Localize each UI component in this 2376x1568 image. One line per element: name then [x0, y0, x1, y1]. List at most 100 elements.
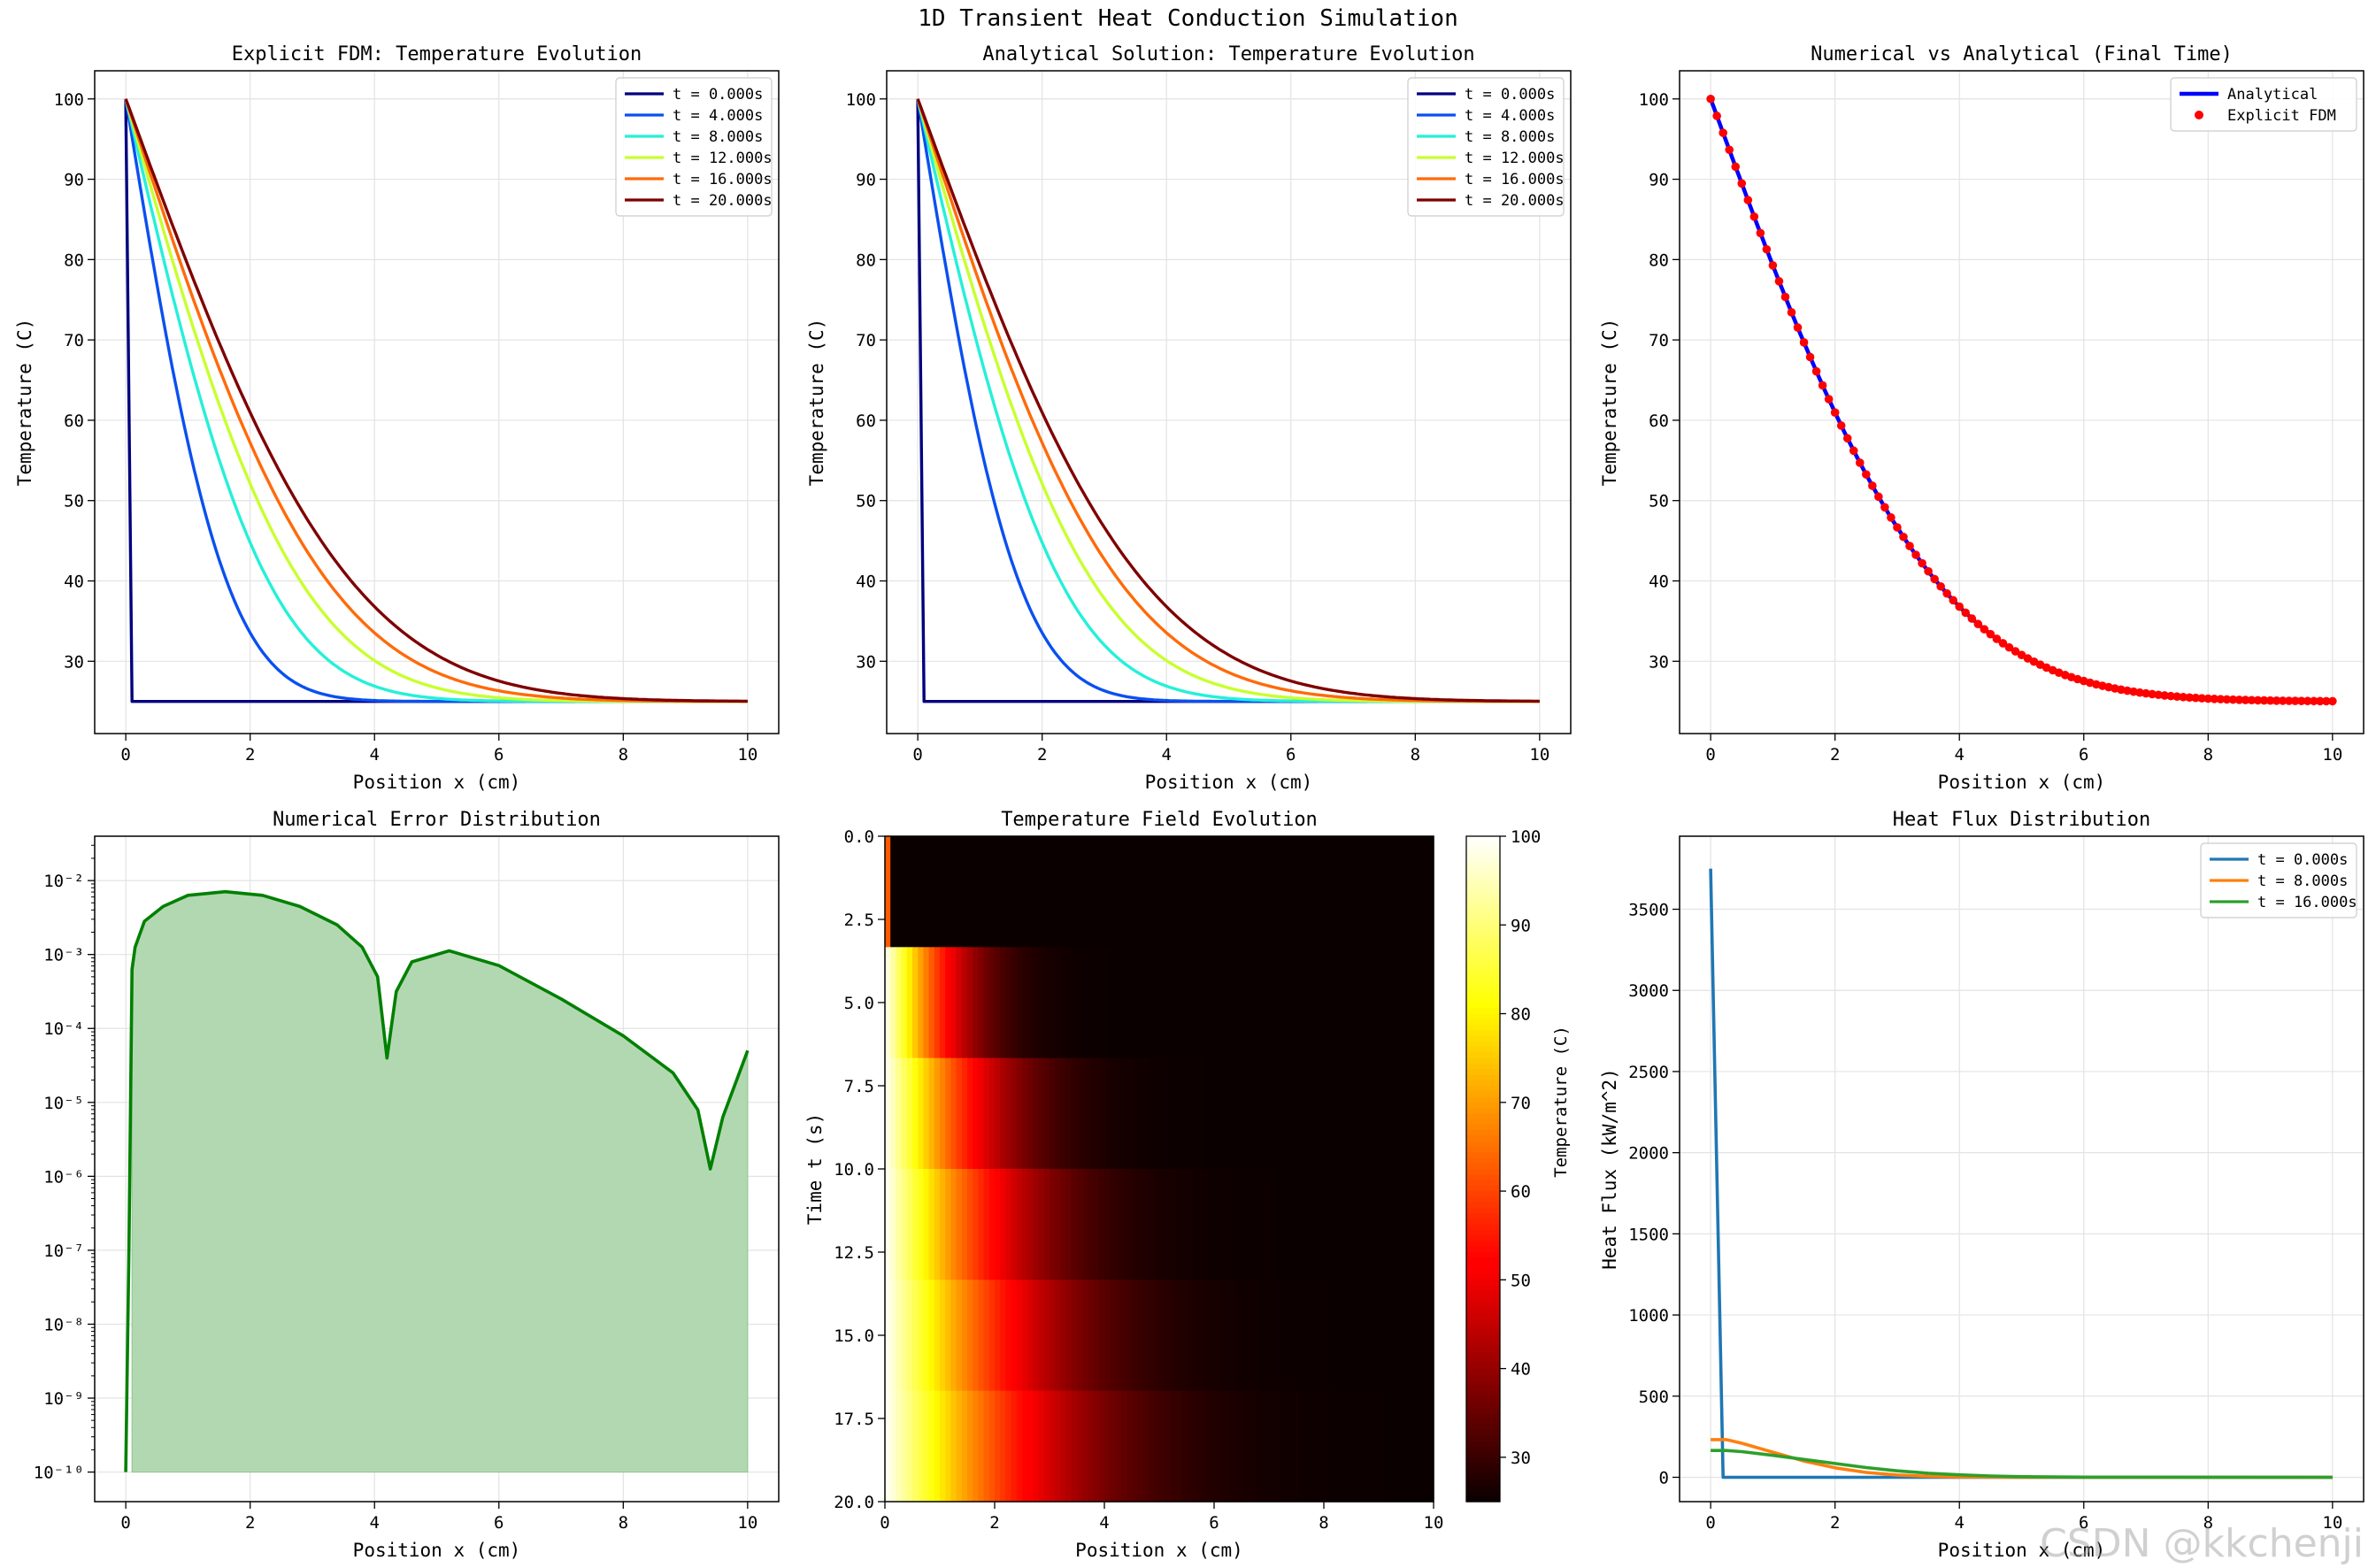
heatmap-cell	[1011, 1057, 1018, 1170]
colorbar-segment	[1466, 1202, 1500, 1209]
x-tick-label: 6	[494, 745, 504, 765]
heatmap-cell	[1285, 1280, 1292, 1392]
fdm-point	[2241, 696, 2250, 704]
x-tick-label: 6	[1209, 1513, 1219, 1533]
heatmap-cell	[1120, 947, 1127, 1059]
heatmap-cell	[923, 1057, 930, 1170]
y-tick-label: 10⁻¹⁰	[34, 1464, 84, 1483]
heatmap-cell	[923, 947, 930, 1059]
heatmap-cell	[940, 1390, 946, 1503]
legend-entry: t = 20.000s	[1465, 192, 1565, 210]
heatmap-cell	[1263, 836, 1270, 948]
heatmap-cell	[1043, 1057, 1050, 1170]
heatmap-cell	[1312, 1169, 1319, 1280]
heatmap-cell	[1379, 1390, 1385, 1503]
heatmap-cell	[890, 1057, 896, 1170]
x-tick-label: 8	[619, 1513, 628, 1533]
axes-flux: 0 2 4 6 8 10 0 500 1000 1500 2000 2500 3000 3500 Heat …	[1599, 809, 2364, 1561]
heatmap-cell	[1170, 1280, 1177, 1392]
colorbar-segment	[1466, 1235, 1500, 1242]
heatmap-cell	[1400, 947, 1407, 1059]
heatmap-cell	[1235, 1169, 1242, 1280]
heatmap-cell	[1192, 947, 1198, 1059]
y-tick-label: 100	[54, 90, 84, 110]
heatmap-cell	[1126, 1057, 1133, 1170]
colorbar-segment	[1466, 1047, 1500, 1053]
heatmap-cell	[1192, 1057, 1198, 1170]
colorbar-segment	[1466, 1473, 1500, 1480]
heatmap-cell	[1192, 836, 1198, 948]
heatmap-cell	[1400, 1169, 1407, 1280]
colorbar-segment	[1466, 1124, 1500, 1131]
heatmap-cell	[928, 1169, 935, 1280]
heatmap-cell	[1219, 947, 1226, 1059]
heatmap-cell	[1050, 1390, 1056, 1503]
fdm-point	[1899, 532, 1908, 542]
legend-entry: t = 12.000s	[673, 150, 773, 167]
colorbar-segment	[1466, 1412, 1500, 1419]
fdm-point	[1905, 542, 1914, 550]
fdm-point	[2228, 695, 2238, 704]
colorbar-segment	[1466, 1479, 1500, 1486]
heatmap-cell	[988, 1280, 996, 1392]
heatmap-cell	[1203, 1169, 1210, 1280]
heatmap-cell	[1351, 947, 1357, 1059]
heatmap-cell	[1022, 1280, 1028, 1392]
heatmap-cell	[1065, 1390, 1073, 1503]
heatmap-cell	[1242, 1390, 1248, 1503]
heatmap-cell	[956, 836, 963, 948]
heatmap-cell	[1175, 1390, 1182, 1503]
heatmap-cell	[901, 1057, 908, 1170]
heatmap-cell	[1318, 1057, 1325, 1170]
heatmap-cell	[1055, 1057, 1061, 1170]
heatmap-cell	[1334, 1169, 1342, 1280]
colorbar-segment	[1466, 925, 1500, 932]
heatmap-cell	[1230, 1057, 1237, 1170]
heatmap-cell	[1318, 1280, 1325, 1392]
fdm-point	[2259, 696, 2269, 705]
colorbar-segment	[1466, 908, 1500, 915]
heatmap-cell	[1022, 1390, 1028, 1503]
heatmap-cell	[1082, 1390, 1088, 1503]
fdm-point	[2303, 696, 2312, 706]
heatmap-cell	[978, 1280, 985, 1392]
legend-entry: t = 16.000s	[2257, 894, 2357, 911]
heatmap-cell	[1170, 947, 1177, 1059]
heatmap-cell	[1027, 947, 1034, 1059]
colorbar-tick-label: 70	[1511, 1094, 1531, 1113]
x-axis-label: Position x (cm)	[1938, 1540, 2106, 1561]
heatmap-cell	[906, 1057, 913, 1170]
y-axis-label: Temperature (C)	[14, 319, 35, 487]
heatmap-cell	[928, 1390, 935, 1503]
x-tick-label: 8	[619, 745, 628, 765]
figure-title: 1D Transient Heat Conduction Simulation	[918, 5, 1458, 32]
colorbar-segment	[1466, 1152, 1500, 1159]
fdm-point	[1967, 614, 1977, 623]
heatmap-cell	[1345, 1057, 1352, 1170]
colorbar-segment	[1466, 996, 1500, 1003]
heatmap-cell	[1180, 836, 1188, 948]
heatmap-cell	[1132, 1280, 1138, 1392]
colorbar-label: Temperature (C)	[1551, 1026, 1571, 1178]
axes-fdm: 0 2 4 6 8 10 30 40 50 60 70 80 90 100 Explicit FDM: Te…	[14, 43, 780, 793]
heatmap-cell	[988, 1390, 996, 1503]
heatmap-cell	[1263, 1280, 1270, 1392]
heatmap-cell	[1357, 1169, 1363, 1280]
y-tick-label: 10⁻⁸	[43, 1315, 84, 1334]
fdm-point	[2197, 694, 2207, 703]
heatmap-cell	[1175, 836, 1182, 948]
heatmap-cell	[1406, 1390, 1412, 1503]
legend-entry: t = 20.000s	[673, 192, 773, 210]
heatmap-cell	[1005, 947, 1012, 1059]
fdm-point	[1930, 574, 1939, 584]
heatmap-cell	[1379, 1280, 1385, 1392]
heatmap-cell	[1142, 1280, 1150, 1392]
heatmap-cell	[1197, 1057, 1204, 1170]
heatmap-cell	[1120, 1280, 1127, 1392]
heatmap-cell	[901, 836, 908, 948]
heatmap-cell	[1110, 1280, 1116, 1392]
heatmap-cell	[1225, 947, 1232, 1059]
colorbar-segment	[1466, 1373, 1500, 1380]
y-tick-label: 50	[1649, 492, 1669, 511]
heatmap-cell	[1000, 836, 1006, 948]
